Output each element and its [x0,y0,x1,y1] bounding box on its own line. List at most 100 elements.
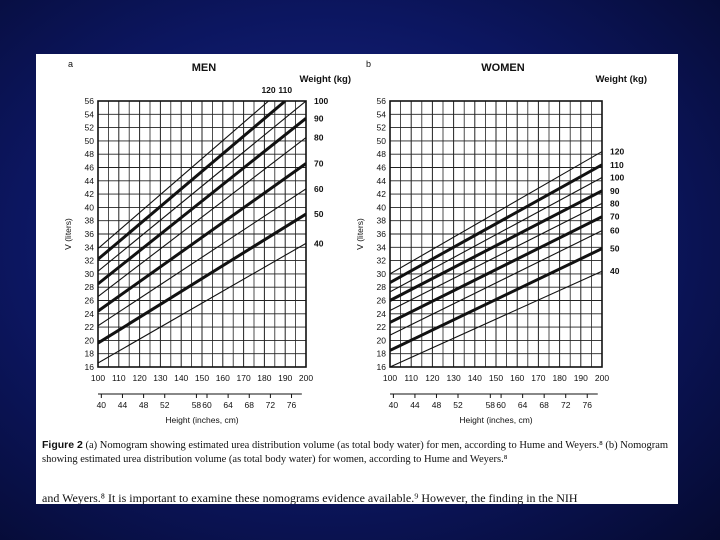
y-tick-label: 52 [85,123,95,133]
y-tick-label: 54 [85,109,95,119]
y-tick-label: 22 [85,322,95,332]
y-tick-label: 22 [377,322,387,332]
series-line-weight-50 [390,247,602,352]
series-label-weight-100: 100 [314,96,328,106]
y-tick-label: 30 [85,269,95,279]
x-tick-label-cm: 130 [447,373,461,383]
nomogram-figure: a MEN Weight (kg) 16 18 20 22 24 26 28 30 32 34 36 38 4… [63,59,647,425]
series-line-weight-40 [98,242,306,364]
series-label-weight-60: 60 [610,226,620,236]
caption-text: (a) Nomogram showing estimated urea dist… [42,440,669,465]
y-tick-label: 54 [377,109,387,119]
y-tick-label: 20 [377,335,387,345]
x-tick-label-inches: 60 [202,400,212,410]
series-line-weight-80 [98,137,306,297]
y-tick-label: 18 [85,349,95,359]
y-tick-label: 52 [377,123,387,133]
chart-panel-b: b WOMEN Weight (kg) 16 18 20 22 24 26 28 30 32 34 36 3… [355,59,647,425]
y-tick-label: 46 [85,163,95,173]
y-tick-label: 40 [377,202,387,212]
trailing-body-text: and Weyers.⁸ It is important to examine … [42,491,578,504]
series-label-weight-40: 40 [610,266,620,276]
y-tick-label: 26 [377,296,387,306]
series-label-weight-90: 90 [610,186,620,196]
series-line-weight-90 [98,117,306,286]
x-tick-label-inches: 44 [410,400,420,410]
y-tick-label: 24 [85,309,95,319]
series-label-weight-70: 70 [314,159,324,169]
chart-panel-a: a MEN Weight (kg) 16 18 20 22 24 26 28 30 32 34 36 38 4… [63,59,351,425]
y-tick-label: 50 [85,136,95,146]
y-tick-label: 38 [377,216,387,226]
plot-frame [389,100,603,368]
series-label-weight-110: 110 [610,160,624,170]
x-tick-label-inches: 72 [266,400,276,410]
y-tick-label: 34 [85,242,95,252]
x-tick-label-inches: 40 [97,400,107,410]
y-tick-label: 34 [377,242,387,252]
series-label-weight-80: 80 [314,133,324,143]
x-tick-label-cm: 100 [91,373,105,383]
y-tick-label: 56 [85,96,95,106]
y-tick-label: 24 [377,309,387,319]
y-tick-label: 38 [85,216,95,226]
y-axis-label: V (liters) [355,218,365,250]
y-tick-label: 18 [377,349,387,359]
x-tick-label-cm: 190 [278,373,292,383]
series-line-weight-60 [98,188,306,327]
series-line-weight-80 [390,202,602,311]
x-tick-label-inches: 44 [118,400,128,410]
series-label-weight-120: 120 [610,147,624,157]
x-tick-label-cm: 170 [531,373,545,383]
x-tick-label-inches: 68 [539,400,549,410]
series-label-weight-90: 90 [314,113,324,123]
y-tick-label: 32 [85,256,95,266]
chart-title: MEN [192,62,217,74]
panel-label: b [366,59,371,69]
y-tick-label: 16 [85,362,95,372]
series-label-weight-50: 50 [610,244,620,254]
y-tick-label: 42 [377,189,387,199]
series-label-weight-110: 110 [278,85,292,95]
x-tick-label-inches: 52 [160,400,170,410]
y-tick-label: 26 [85,296,95,306]
x-axis-label: Height (inches, cm) [459,415,532,425]
scanned-figure: a MEN Weight (kg) 16 18 20 22 24 26 28 30 32 34 36 38 4… [36,54,678,504]
x-tick-label-cm: 200 [299,373,313,383]
y-tick-label: 30 [377,269,387,279]
x-tick-label-inches: 40 [389,400,399,410]
x-tick-label-cm: 140 [174,373,188,383]
x-tick-label-cm: 180 [257,373,271,383]
plot-frame [97,100,307,368]
series-line-weight-90 [390,189,602,302]
y-tick-label: 46 [377,163,387,173]
x-tick-label-inches: 52 [453,400,463,410]
y-tick-label: 16 [377,362,387,372]
y-tick-label: 28 [377,282,387,292]
series-label-weight-70: 70 [610,212,620,222]
x-tick-label-inches: 60 [496,400,506,410]
series-line-weight-40 [390,270,602,367]
x-tick-label-cm: 170 [237,373,251,383]
x-tick-label-cm: 160 [510,373,524,383]
x-tick-label-cm: 140 [468,373,482,383]
x-tick-label-cm: 200 [595,373,609,383]
chart-title: WOMEN [481,62,524,74]
legend-title: Weight (kg) [299,74,351,85]
series-line-weight-70 [98,162,306,313]
caption-label: Figure 2 [42,439,83,451]
x-tick-label-cm: 110 [112,373,126,383]
x-tick-label-cm: 130 [153,373,167,383]
x-tick-label-inches: 48 [139,400,149,410]
series-label-weight-40: 40 [314,238,324,248]
y-tick-label: 44 [377,176,387,186]
y-tick-label: 44 [85,176,95,186]
series-line-weight-110 [98,101,287,261]
x-tick-label-cm: 180 [553,373,567,383]
series-label-weight-80: 80 [610,198,620,208]
x-axis-label: Height (inches, cm) [165,415,238,425]
legend-title: Weight (kg) [595,74,647,85]
series-line-weight-60 [390,230,602,336]
y-tick-label: 40 [85,202,95,212]
x-tick-label-cm: 150 [195,373,209,383]
